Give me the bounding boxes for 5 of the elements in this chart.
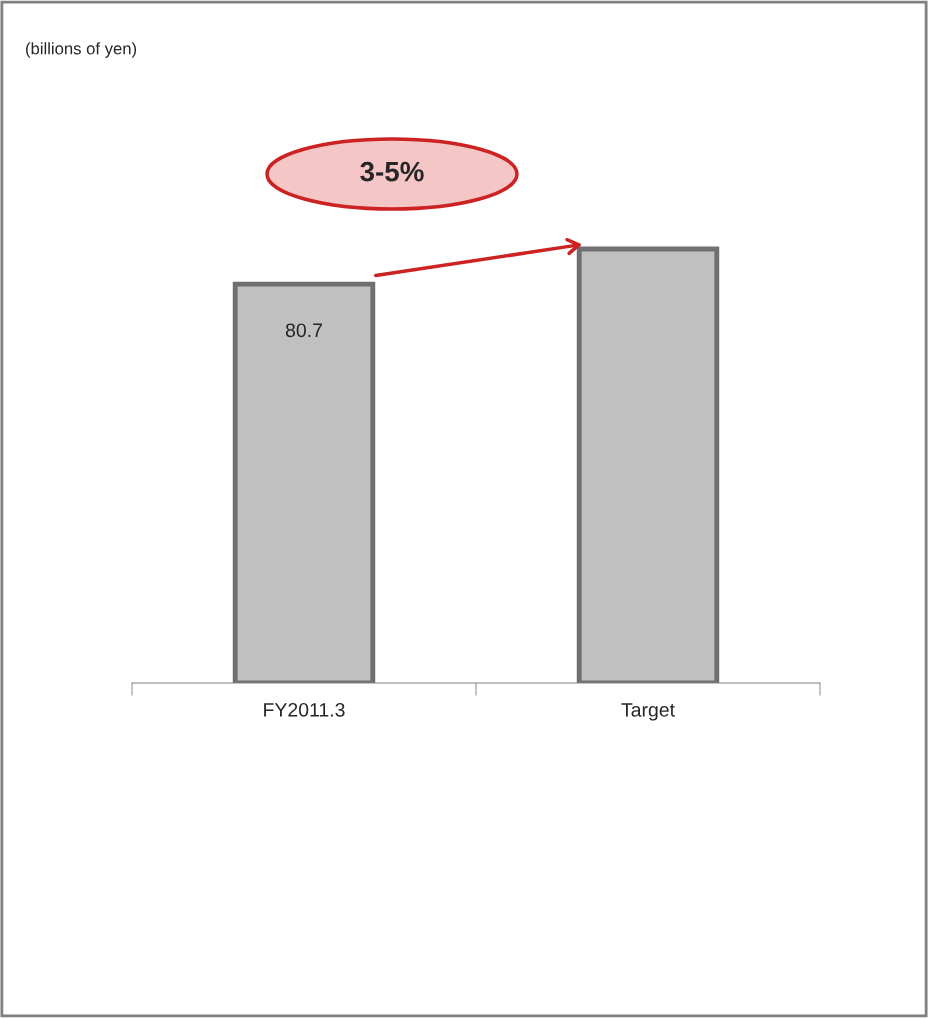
text: (billions of yen): [26, 42, 137, 58]
x-tick-label: FY2011.3: [264, 702, 345, 717]
data-label: 80.7: [285, 323, 322, 338]
text: 3-5%: [360, 161, 424, 182]
x-tick-label: Target: [621, 703, 675, 721]
